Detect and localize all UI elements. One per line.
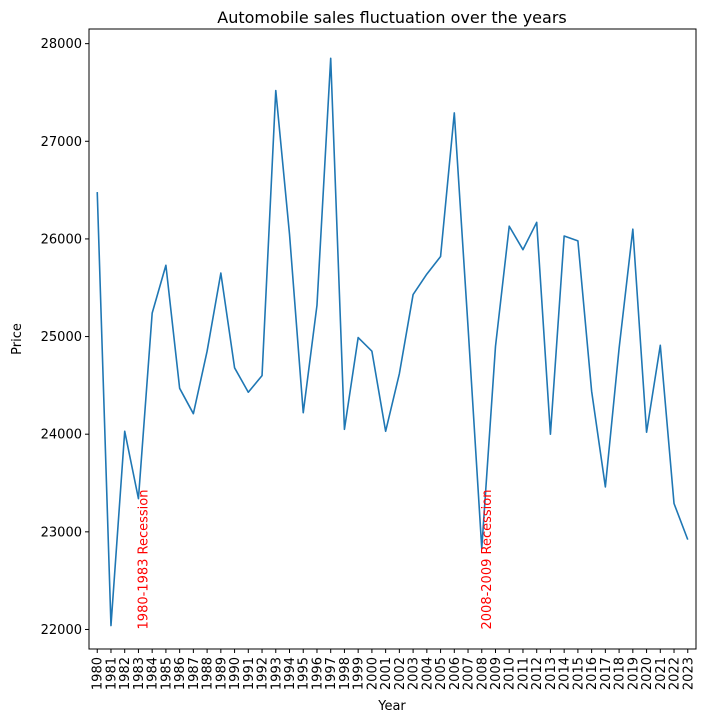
x-tick-label: 1993 — [269, 657, 284, 690]
x-tick-label: 2004 — [420, 657, 435, 690]
x-tick-label: 1995 — [297, 657, 312, 690]
x-tick-label: 2018 — [613, 657, 628, 690]
x-tick-label: 2015 — [571, 657, 586, 690]
x-tick-label: 1997 — [324, 657, 339, 690]
x-tick-label: 2017 — [599, 657, 614, 690]
x-tick-label: 1996 — [310, 657, 325, 690]
x-tick-label: 2019 — [626, 657, 641, 690]
y-tick-label: 28000 — [41, 37, 82, 52]
recession-annotation: 2008-2009 Recession — [480, 490, 495, 630]
x-axis-label: Year — [377, 699, 406, 714]
x-tick-label: 2014 — [558, 657, 573, 690]
x-tick-label: 1989 — [214, 657, 229, 690]
x-tick-label: 2012 — [530, 657, 545, 690]
x-tick-label: 2002 — [393, 657, 408, 690]
x-tick-label: 2023 — [681, 657, 696, 690]
x-tick-label: 1988 — [201, 657, 216, 690]
y-tick-label: 24000 — [41, 428, 82, 443]
x-tick-label: 1987 — [187, 657, 202, 690]
y-tick-label: 22000 — [41, 623, 82, 638]
x-tick-label: 2007 — [462, 657, 477, 690]
x-tick-label: 2008 — [475, 657, 490, 690]
x-tick-label: 1990 — [228, 657, 243, 690]
plot-frame — [88, 28, 697, 650]
x-tick-label: 1985 — [159, 657, 174, 690]
x-tick-label: 1982 — [118, 657, 133, 690]
x-tick-label: 2005 — [434, 657, 449, 690]
x-tick-label: 2009 — [489, 657, 504, 690]
y-tick-label: 25000 — [41, 330, 82, 345]
x-tick-label: 1980 — [91, 657, 106, 690]
x-tick-label: 2013 — [544, 657, 559, 690]
y-tick-label: 23000 — [41, 525, 82, 540]
x-tick-label: 2001 — [379, 657, 394, 690]
y-tick-label: 27000 — [41, 135, 82, 150]
x-tick-label: 2000 — [365, 657, 380, 690]
x-tick-label: 1983 — [132, 657, 147, 690]
y-axis-label: Price — [10, 323, 25, 355]
x-tick-label: 1981 — [104, 657, 119, 690]
series-line — [96, 57, 689, 627]
x-tick-label: 1992 — [256, 657, 271, 690]
chart-title: Automobile sales fluctuation over the ye… — [217, 8, 566, 27]
x-tick-label: 1991 — [242, 657, 257, 690]
x-tick-label: 2016 — [585, 657, 600, 690]
x-tick-label: 2022 — [668, 657, 683, 690]
x-tick-label: 1999 — [352, 657, 367, 690]
x-tick-label: 2020 — [640, 657, 655, 690]
x-tick-label: 1998 — [338, 657, 353, 690]
x-tick-label: 2011 — [516, 657, 531, 690]
x-tick-label: 1984 — [146, 657, 161, 690]
x-tick-label: 2010 — [503, 657, 518, 690]
x-tick-label: 2006 — [448, 657, 463, 690]
x-tick-label: 1994 — [283, 657, 298, 690]
x-tick-label: 2021 — [654, 657, 669, 690]
y-tick-label: 26000 — [41, 232, 82, 247]
x-tick-label: 2003 — [407, 657, 422, 690]
recession-annotation: 1980-1983 Recession — [136, 490, 151, 630]
x-tick-label: 1986 — [173, 657, 188, 690]
